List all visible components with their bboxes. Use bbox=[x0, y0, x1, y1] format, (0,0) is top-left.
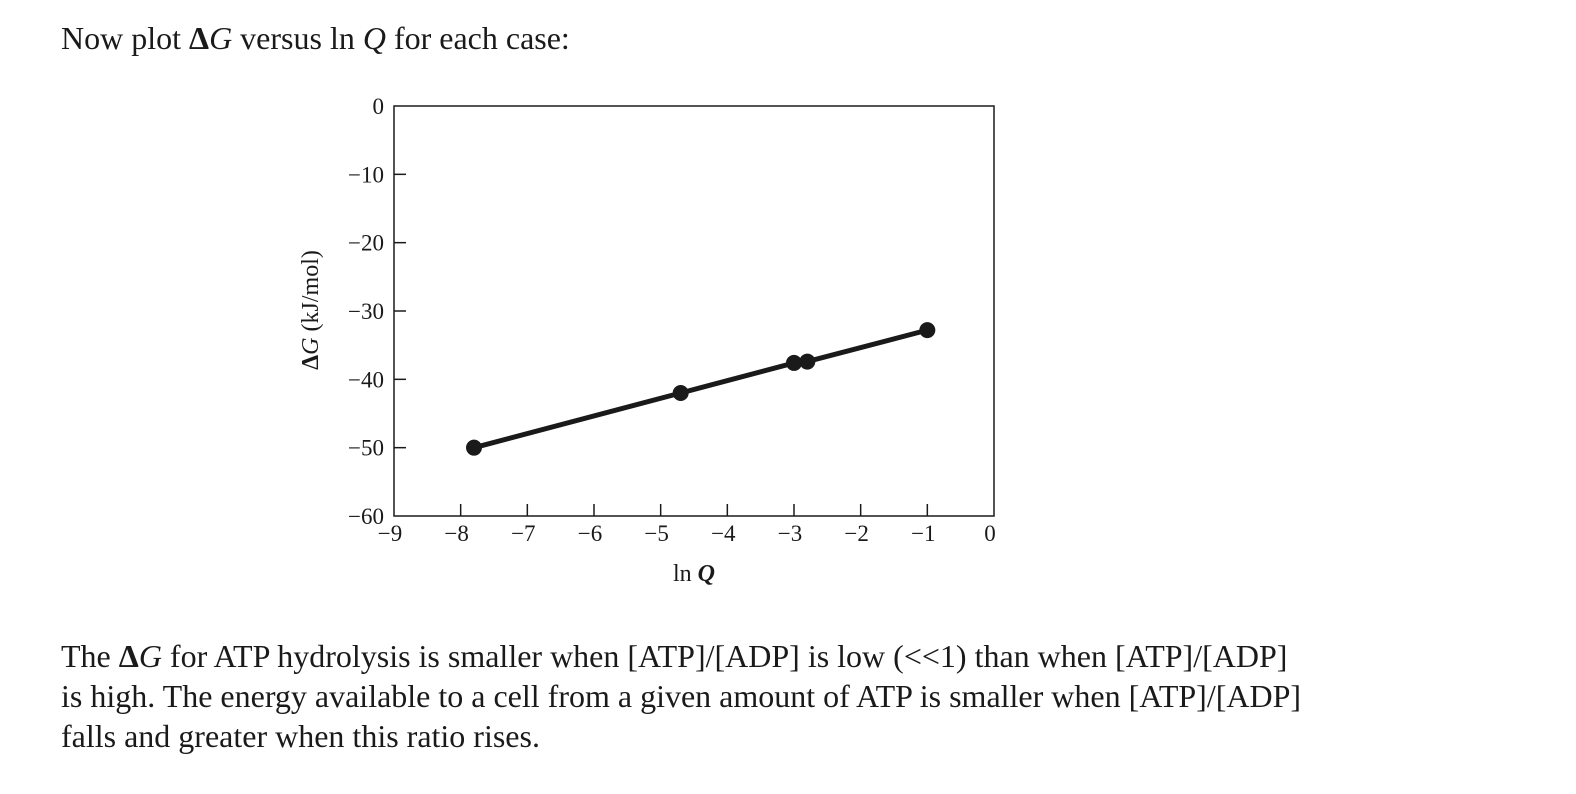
y-axis-title: ΔG (kJ/mol) bbox=[298, 250, 324, 370]
x-tick-label: −9 bbox=[378, 521, 402, 546]
answer-text: for ATP hydrolysis is smaller when [ATP]… bbox=[161, 638, 1288, 674]
x-tick-label: −1 bbox=[911, 521, 935, 546]
g-variable: G bbox=[138, 638, 162, 674]
x-tick-label: −4 bbox=[711, 521, 736, 546]
x-axis-title: ln Q bbox=[673, 561, 715, 587]
data-point bbox=[466, 439, 482, 456]
answer-paragraph: The ΔG for ATP hydrolysis is smaller whe… bbox=[61, 636, 1501, 756]
y-tick-label: −60 bbox=[348, 504, 384, 529]
x-tick-label: 0 bbox=[984, 521, 996, 546]
x-tick-label: −8 bbox=[444, 521, 468, 546]
x-tick-label: −6 bbox=[578, 521, 602, 546]
x-tick-label: −7 bbox=[511, 521, 535, 546]
plot-frame bbox=[393, 105, 995, 517]
x-tick-label: −2 bbox=[844, 521, 868, 546]
y-tick-label: −40 bbox=[348, 367, 384, 392]
y-tick-label: −20 bbox=[348, 231, 384, 256]
g-variable: G bbox=[209, 20, 233, 56]
y-tick-label: −10 bbox=[348, 162, 384, 187]
q-variable: Q bbox=[362, 20, 386, 56]
data-point bbox=[919, 322, 936, 339]
data-point bbox=[786, 354, 802, 371]
y-tick-label: 0 bbox=[373, 94, 385, 119]
answer-line-3: falls and greater when this ratio rises. bbox=[61, 718, 540, 754]
series-line bbox=[473, 327, 928, 451]
data-points bbox=[466, 322, 936, 456]
y-tick-label: −30 bbox=[348, 299, 384, 324]
delta-g-vs-lnq-chart: 0 −10 −20 −30 −40 −50 −60 −9 −8 −7 −6 −5 −4 −3 −2 −1 0 … bbox=[298, 94, 996, 587]
y-tick-label: −50 bbox=[348, 436, 384, 461]
delta-symbol: Δ bbox=[118, 638, 139, 674]
y-axis: 0 −10 −20 −30 −40 −50 −60 bbox=[348, 94, 406, 529]
prompt-text: for each case: bbox=[385, 20, 570, 56]
answer-line-2: is high. The energy available to a cell … bbox=[61, 678, 1302, 714]
data-point bbox=[799, 353, 816, 370]
delta-symbol: Δ bbox=[189, 20, 210, 56]
answer-text: The bbox=[61, 638, 119, 674]
prompt-text: Now plot bbox=[61, 20, 189, 56]
answer-line-1: The ΔG for ATP hydrolysis is smaller whe… bbox=[61, 636, 1501, 676]
data-point bbox=[672, 385, 689, 401]
question-prompt: Now plot ΔG versus ln Q for each case: bbox=[61, 18, 570, 58]
x-axis: −9 −8 −7 −6 −5 −4 −3 −2 −1 0 bbox=[378, 504, 996, 546]
prompt-text: versus ln bbox=[232, 20, 363, 56]
x-tick-label: −5 bbox=[644, 521, 668, 546]
x-tick-label: −3 bbox=[778, 521, 802, 546]
